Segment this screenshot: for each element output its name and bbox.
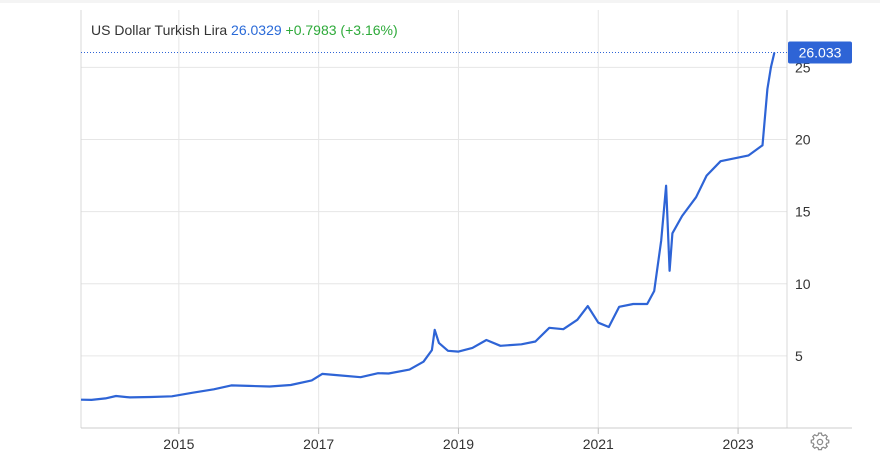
x-tick-label: 2017 bbox=[303, 436, 334, 452]
price-tag-background bbox=[788, 41, 852, 64]
y-tick-label: 10 bbox=[795, 276, 811, 292]
instrument-name: US Dollar Turkish Lira bbox=[91, 22, 228, 38]
price-change: +0.7983 (+3.16%) bbox=[285, 22, 398, 38]
y-tick-label: 5 bbox=[795, 348, 803, 364]
axes bbox=[80, 10, 852, 434]
x-tick-label: 2021 bbox=[583, 436, 614, 452]
series-line[interactable] bbox=[80, 52, 776, 401]
price-tag: 26.033 bbox=[788, 41, 852, 64]
x-tick-label: 2015 bbox=[163, 436, 194, 452]
series-layer bbox=[80, 52, 776, 401]
y-tick-label: 15 bbox=[795, 204, 811, 220]
gear-icon[interactable] bbox=[810, 432, 830, 452]
last-price: 26.0329 bbox=[231, 22, 282, 38]
x-tick-label: 2023 bbox=[722, 436, 753, 452]
y-tick-label: 20 bbox=[795, 132, 811, 148]
x-tick-label: 2019 bbox=[443, 436, 474, 452]
price-tag-label: 26.033 bbox=[799, 45, 842, 61]
top-strip bbox=[0, 0, 880, 3]
chart-header: US Dollar Turkish Lira 26.0329 +0.7983 (… bbox=[91, 22, 398, 38]
grid-lines bbox=[81, 10, 787, 428]
gear-icon-glyph bbox=[810, 432, 830, 451]
